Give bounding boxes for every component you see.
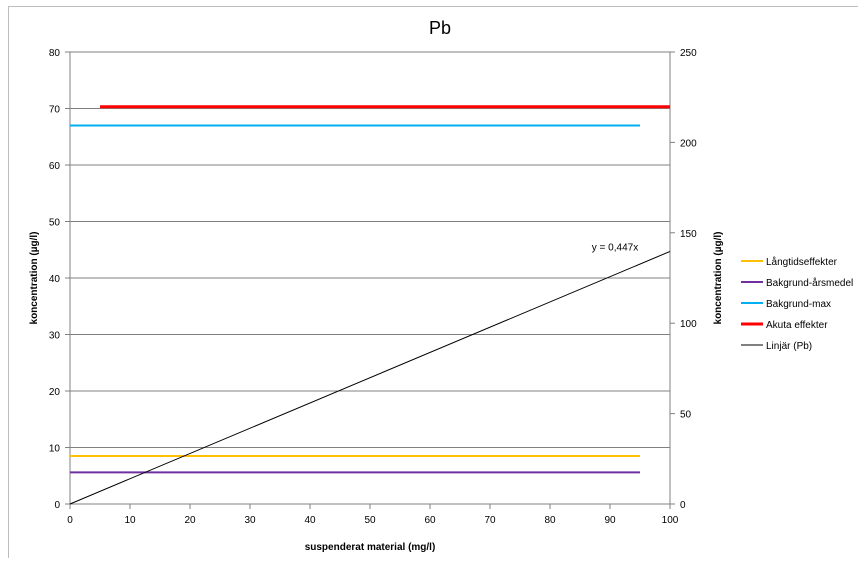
x-tick-label: 40 xyxy=(304,515,316,526)
x-axis-ticks: 0 10 20 30 40 50 60 70 80 90 100 xyxy=(67,504,679,526)
x-tick-label: 90 xyxy=(604,515,616,526)
y-tick-label: 50 xyxy=(49,218,61,229)
y2-tick-label: 100 xyxy=(680,319,697,330)
y-tick-label: 0 xyxy=(54,500,60,511)
y-tick-label: 20 xyxy=(49,387,61,398)
x-tick-label: 0 xyxy=(67,515,73,526)
chart-frame xyxy=(8,6,858,558)
y-axis-label: koncentration (µg/l) xyxy=(29,232,40,325)
y-tick-label: 30 xyxy=(49,331,61,342)
x-tick-label: 30 xyxy=(244,515,256,526)
chart-title: Pb xyxy=(429,18,451,38)
y2-axis-ticks: 0 50 100 150 200 250 xyxy=(670,48,697,511)
y-axis-ticks: 0 10 20 30 40 50 60 70 80 xyxy=(49,48,70,511)
y2-tick-label: 150 xyxy=(680,229,697,240)
legend-label: Långtidseffekter xyxy=(766,256,838,268)
y-tick-label: 60 xyxy=(49,161,61,172)
x-tick-label: 20 xyxy=(184,515,196,526)
x-tick-label: 80 xyxy=(544,515,556,526)
y2-tick-label: 200 xyxy=(680,138,697,149)
x-tick-label: 70 xyxy=(484,515,496,526)
x-tick-label: 100 xyxy=(662,515,679,526)
legend-label: Bakgrund-max xyxy=(766,299,831,310)
series-line-5 xyxy=(69,250,671,505)
y-tick-label: 40 xyxy=(49,274,61,285)
legend-label: Bakgrund-årsmedel xyxy=(766,277,853,289)
y-tick-label: 80 xyxy=(49,48,61,59)
legend-label: Akuta effekter xyxy=(766,320,828,331)
x-axis-label: suspenderat material (mg/l) xyxy=(305,542,436,553)
y-tick-label: 10 xyxy=(49,444,61,455)
x-tick-label: 60 xyxy=(424,515,436,526)
x-tick-label: 10 xyxy=(124,515,136,526)
trendline-equation: y = 0,447x xyxy=(592,242,638,253)
y2-tick-label: 250 xyxy=(680,48,697,59)
y2-tick-label: 50 xyxy=(680,410,692,421)
legend-label: Linjär (Pb) xyxy=(766,341,812,352)
x-tick-label: 50 xyxy=(364,515,376,526)
y2-tick-label: 0 xyxy=(680,500,686,511)
gridlines xyxy=(70,51,670,448)
series-lines xyxy=(69,105,671,505)
legend: Långtidseffekter Bakgrund-årsmedel Bakgrun… xyxy=(741,256,853,352)
y-tick-label: 70 xyxy=(49,105,61,116)
y2-axis-label: koncentration (µg/l) xyxy=(713,232,724,325)
